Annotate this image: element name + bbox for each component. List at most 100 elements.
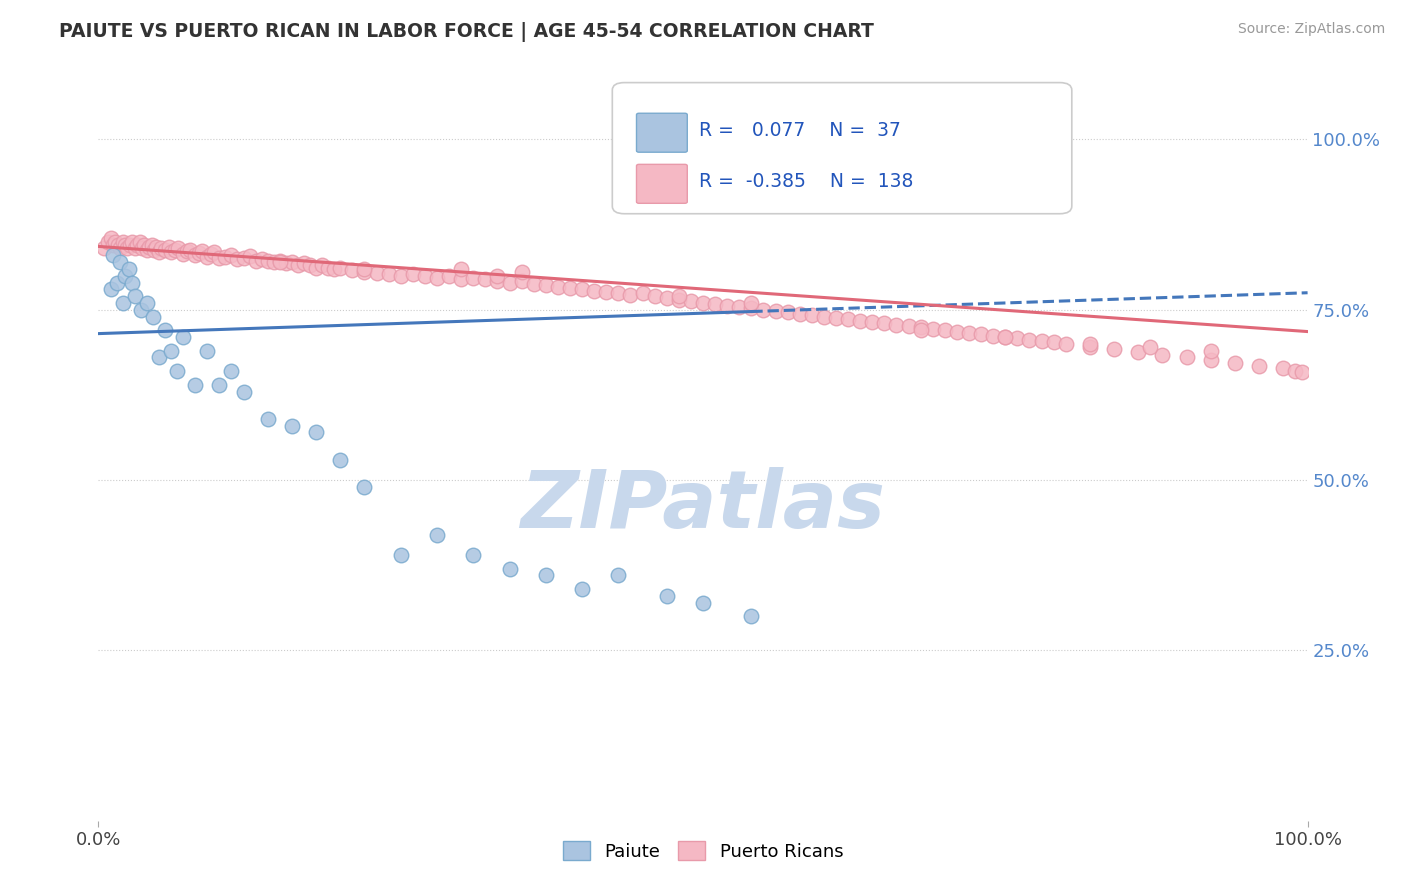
Point <box>117 242 139 256</box>
Point <box>510 265 533 279</box>
Point <box>1223 356 1246 370</box>
Point <box>523 277 546 291</box>
Point <box>789 307 811 321</box>
Point <box>127 238 149 252</box>
Point <box>510 274 533 288</box>
Point <box>311 259 333 273</box>
Point <box>463 270 485 285</box>
Point <box>1291 366 1313 380</box>
Point <box>256 253 278 268</box>
Point <box>107 238 129 252</box>
Point <box>849 313 872 327</box>
Point <box>1284 364 1306 378</box>
Point <box>305 260 328 275</box>
Point <box>607 286 630 301</box>
Point <box>571 582 593 596</box>
Point <box>172 330 194 344</box>
Point <box>167 242 190 256</box>
Point <box>668 293 690 307</box>
Point <box>121 276 143 290</box>
Point <box>281 255 304 269</box>
Point <box>200 247 222 261</box>
Point <box>402 267 425 281</box>
Point <box>886 318 908 332</box>
Point <box>221 247 243 261</box>
Point <box>145 240 167 254</box>
Point <box>101 238 124 252</box>
Point <box>195 343 218 358</box>
Point <box>353 480 375 494</box>
Point <box>1031 334 1053 348</box>
Point <box>426 270 449 285</box>
Point <box>104 235 127 249</box>
Point <box>160 244 183 259</box>
Point <box>934 323 956 337</box>
Point <box>437 268 460 283</box>
Point <box>226 252 249 267</box>
Point <box>981 328 1004 343</box>
Point <box>607 568 630 582</box>
Point <box>274 256 297 270</box>
Point <box>114 268 136 283</box>
Point <box>148 244 170 259</box>
Point <box>1007 331 1029 345</box>
Point <box>163 243 186 257</box>
Point <box>486 268 509 283</box>
Point <box>486 274 509 288</box>
Text: R =  -0.385    N =  138: R = -0.385 N = 138 <box>699 172 914 191</box>
Point <box>184 248 207 262</box>
Point <box>221 364 243 378</box>
Point <box>1199 353 1222 368</box>
Point <box>389 268 412 283</box>
Point <box>450 261 472 276</box>
Point <box>232 384 254 399</box>
Point <box>994 330 1017 344</box>
Point <box>160 343 183 358</box>
Point <box>547 279 569 293</box>
Point <box>366 266 388 280</box>
FancyBboxPatch shape <box>637 113 688 153</box>
Point <box>214 250 236 264</box>
Point <box>208 251 231 265</box>
Text: Source: ZipAtlas.com: Source: ZipAtlas.com <box>1237 22 1385 37</box>
Point <box>765 304 787 318</box>
Point <box>1102 343 1125 357</box>
Point <box>118 261 141 276</box>
Point <box>1018 333 1040 347</box>
Point <box>179 243 201 257</box>
Point <box>1199 343 1222 358</box>
Point <box>813 310 835 324</box>
Point <box>353 261 375 276</box>
Point <box>655 291 678 305</box>
Point <box>323 261 346 276</box>
Point <box>668 289 690 303</box>
Point <box>1078 336 1101 351</box>
Point <box>704 297 727 311</box>
Point <box>619 287 641 301</box>
Point <box>143 243 166 257</box>
Point <box>631 285 654 300</box>
Point <box>97 235 120 249</box>
FancyBboxPatch shape <box>637 164 688 203</box>
Point <box>292 256 315 270</box>
Point <box>474 272 496 286</box>
Point <box>176 244 198 259</box>
Point <box>1152 348 1174 362</box>
Point <box>655 589 678 603</box>
Text: PAIUTE VS PUERTO RICAN IN LABOR FORCE | AGE 45-54 CORRELATION CHART: PAIUTE VS PUERTO RICAN IN LABOR FORCE | … <box>59 22 875 42</box>
Point <box>1139 340 1161 354</box>
Point <box>121 235 143 249</box>
Point <box>692 296 714 310</box>
Point <box>142 310 165 324</box>
Point <box>583 284 606 298</box>
Point <box>108 255 131 269</box>
Point <box>134 238 156 252</box>
Point <box>108 242 131 256</box>
Point <box>263 255 285 269</box>
Point <box>195 250 218 264</box>
Point <box>1078 340 1101 354</box>
Point <box>269 253 291 268</box>
Point <box>114 238 136 252</box>
Point <box>1128 345 1150 359</box>
Point <box>910 320 932 334</box>
